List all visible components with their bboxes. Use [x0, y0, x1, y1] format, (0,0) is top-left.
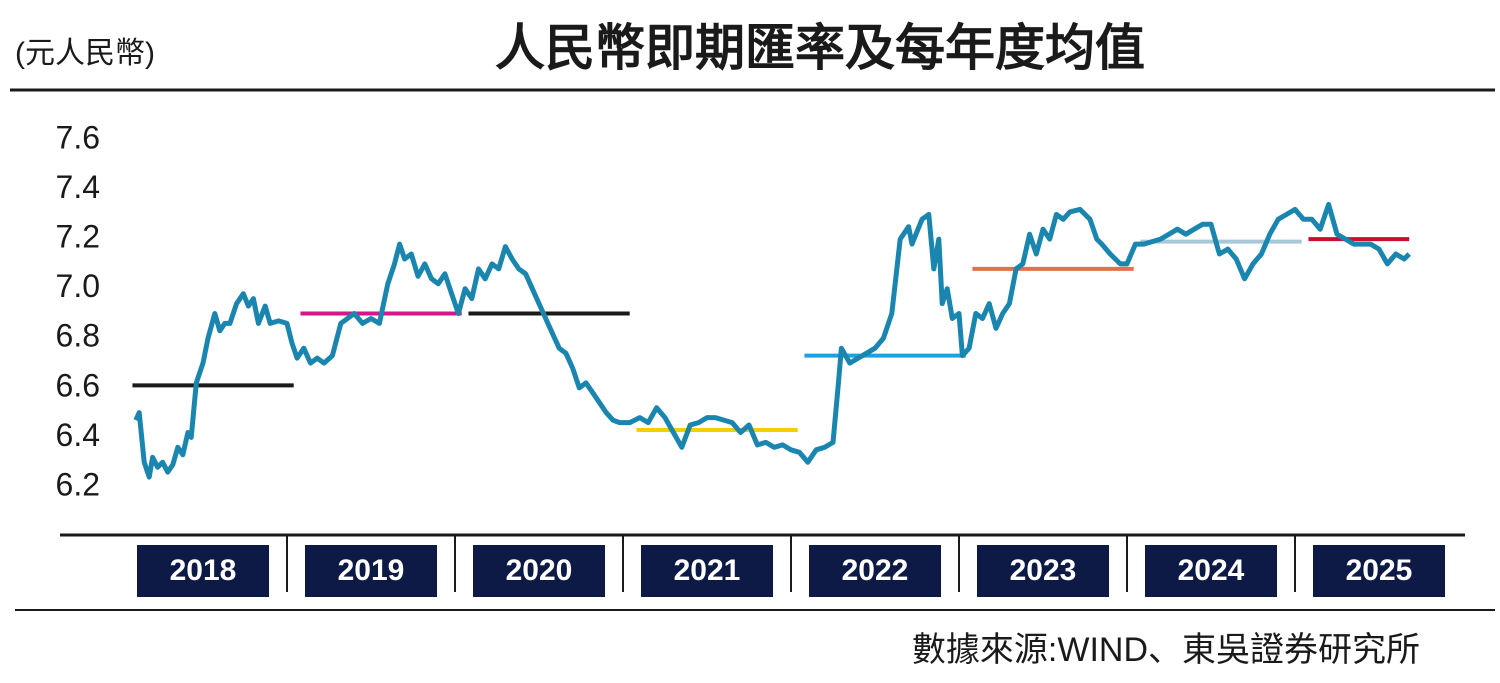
year-box — [137, 545, 269, 597]
chart-title: 人民幣即期匯率及每年度均值 — [495, 20, 1145, 76]
year-box — [473, 545, 605, 597]
y-tick-label: 6.2 — [56, 466, 100, 502]
year-box — [305, 545, 437, 597]
year-label: 2022 — [842, 554, 909, 587]
y-tick-label: 7.2 — [56, 219, 100, 255]
year-box — [809, 545, 941, 597]
y-tick-label: 7.6 — [56, 119, 100, 155]
year-label: 2018 — [170, 554, 237, 587]
year-label: 2019 — [338, 554, 405, 587]
y-tick-label: 6.8 — [56, 318, 100, 354]
year-label: 2020 — [506, 554, 573, 587]
year-label: 2021 — [674, 554, 741, 587]
y-tick-label: 6.6 — [56, 367, 100, 403]
year-box — [641, 545, 773, 597]
year-label: 2025 — [1346, 554, 1413, 587]
y-tick-label: 7.0 — [56, 268, 100, 304]
year-box — [977, 545, 1109, 597]
year-label: 2023 — [1010, 554, 1077, 587]
y-tick-label: 6.4 — [56, 417, 100, 453]
source: 數據來源:WIND、東吳證券研究所 — [912, 631, 1420, 669]
rate-line — [133, 201, 1411, 480]
year-box — [1313, 545, 1445, 597]
unit-label: (元人民幣) — [15, 37, 155, 70]
y-tick-label: 7.4 — [56, 169, 100, 205]
year-label: 2024 — [1178, 554, 1245, 587]
year-box — [1145, 545, 1277, 597]
